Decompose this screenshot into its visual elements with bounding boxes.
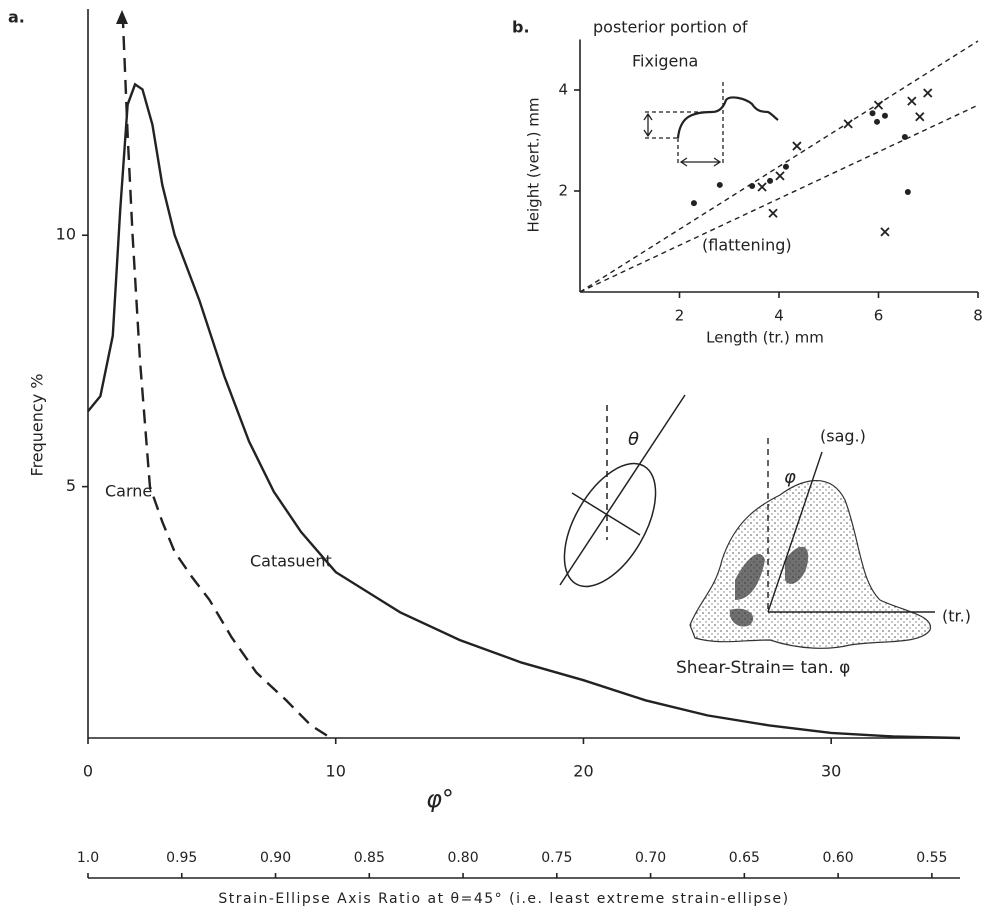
dot <box>905 189 911 195</box>
x2-tick-label: 1.0 <box>77 850 99 866</box>
dot <box>749 183 755 189</box>
x-tick-label: 6 <box>874 307 884 325</box>
y-axis-title: Height (vert.) mm <box>525 98 543 233</box>
x2-tick-label: 0.80 <box>447 850 478 866</box>
annotation: Shear-Strain= tan. φ <box>676 658 850 678</box>
cross <box>758 183 766 191</box>
dot <box>717 182 723 188</box>
y-tick-label: 10 <box>56 225 76 244</box>
x2-tick-label: 0.65 <box>729 850 760 866</box>
ellipse-sketch <box>546 395 685 601</box>
cross <box>844 120 852 128</box>
cross <box>776 172 784 180</box>
dot <box>874 119 880 125</box>
dot <box>870 110 876 116</box>
x2-tick-label: 0.75 <box>541 850 572 866</box>
y-tick-label: 2 <box>558 182 568 200</box>
y-tick-label: 4 <box>558 81 568 99</box>
annotation: φ <box>784 467 796 488</box>
cross <box>769 209 777 217</box>
x-axis-title: Length (tr.) mm <box>706 329 824 347</box>
x2-tick-label: 0.55 <box>916 850 947 866</box>
dot <box>691 200 697 206</box>
annotation: (tr.) <box>942 607 971 626</box>
x-axis-title: φ° <box>426 785 454 813</box>
y-tick-label: 5 <box>66 476 76 495</box>
inset-title: posterior portion of <box>593 18 748 37</box>
panel-label: b. <box>512 18 530 37</box>
x-tick-label: 8 <box>973 307 983 325</box>
cross <box>793 142 801 150</box>
series-label: Carne <box>105 482 152 501</box>
x-tick-label: 2 <box>675 307 685 325</box>
reference-line <box>580 105 978 292</box>
x2-tick-label: 0.85 <box>354 850 385 866</box>
dot <box>882 113 888 119</box>
cross <box>908 97 916 105</box>
x2-tick-label: 0.70 <box>635 850 666 866</box>
cross <box>916 113 924 121</box>
cross <box>881 228 889 236</box>
x-tick-label: 20 <box>573 762 593 781</box>
x2-tick-label: 0.90 <box>260 850 291 866</box>
panel-label: a. <box>8 8 25 27</box>
dot <box>783 164 789 170</box>
line <box>123 14 331 738</box>
x-tick-label: 10 <box>326 762 346 781</box>
annotation: (flattening) <box>702 236 792 255</box>
series-label: Catasuent <box>250 552 332 571</box>
dot <box>767 178 773 184</box>
cross <box>875 101 883 109</box>
annotation: Fixigena <box>632 52 698 71</box>
x-tick-label: 30 <box>821 762 841 781</box>
x2-tick-label: 0.95 <box>166 850 197 866</box>
cross <box>924 89 932 97</box>
fixigena-sketch <box>644 82 778 166</box>
annotation: θ <box>628 429 639 450</box>
specimen-sketch <box>690 438 935 648</box>
x2-tick-label: 0.60 <box>823 850 854 866</box>
x2-axis-title: Strain-Ellipse Axis Ratio at θ=45° (i.e.… <box>218 891 789 907</box>
x-tick-label: 4 <box>774 307 784 325</box>
x-tick-label: 0 <box>83 762 93 781</box>
figure: 0 10 20 30 5 10 Carne Catasuent a. φ° Frequency % θ… <box>0 0 1008 916</box>
dot <box>902 134 908 140</box>
annotation: (sag.) <box>820 427 866 446</box>
y-axis-title: Frequency % <box>28 374 47 477</box>
